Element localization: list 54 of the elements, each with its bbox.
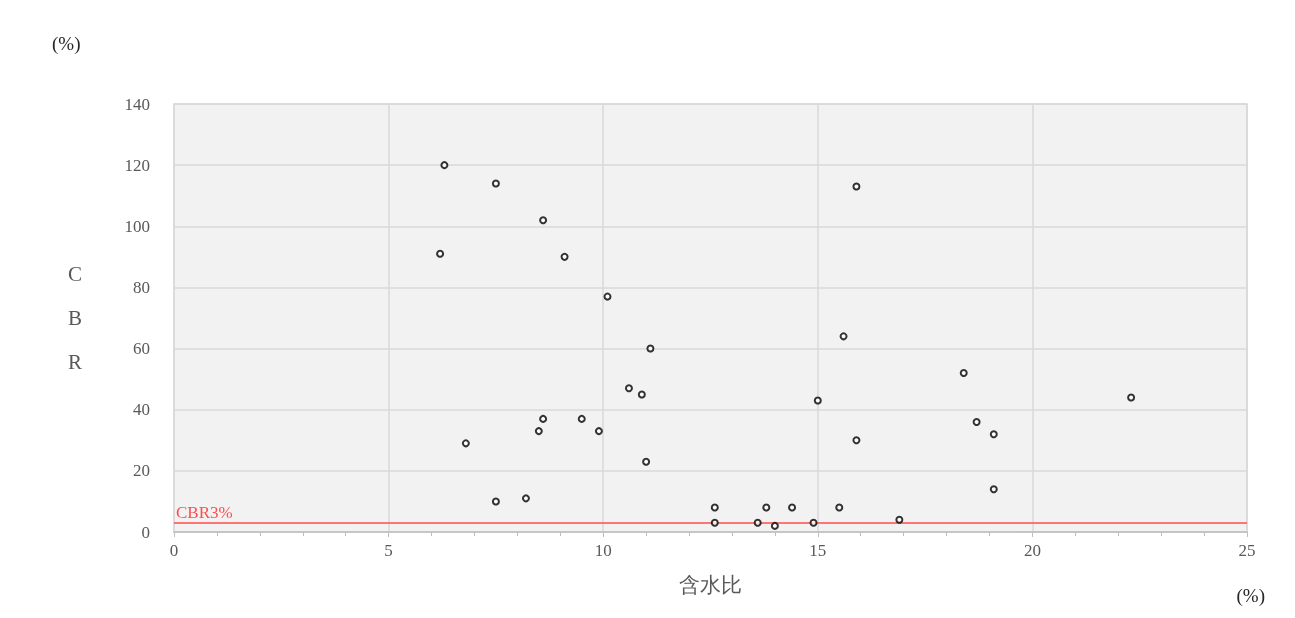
- point: [461, 439, 470, 448]
- x-tick-label: 25: [1238, 541, 1256, 560]
- point: [852, 182, 861, 191]
- point: [491, 497, 500, 506]
- text: (%): [1236, 585, 1265, 607]
- point: [560, 252, 569, 261]
- point: [642, 457, 651, 466]
- y-tick-label: 120: [124, 155, 150, 175]
- x-tick-label: 5: [384, 541, 393, 560]
- point: [637, 390, 646, 399]
- point: [972, 417, 981, 426]
- point: [852, 436, 861, 445]
- point: [594, 427, 603, 436]
- point: [835, 503, 844, 512]
- point: [603, 292, 612, 301]
- point: [989, 485, 998, 494]
- point: [491, 179, 500, 188]
- point: [753, 518, 762, 527]
- point: [646, 344, 655, 353]
- x-tick-label: 10: [594, 541, 612, 560]
- point: [762, 503, 771, 512]
- point: [770, 521, 779, 530]
- x-axis-title: 含水比: [679, 572, 742, 597]
- point: [1127, 393, 1136, 402]
- point: [788, 503, 797, 512]
- y-tick-label: 60: [133, 339, 150, 359]
- point: [839, 332, 848, 341]
- y-tick-label: 20: [133, 461, 150, 481]
- ref-line-label: CBR3%: [176, 502, 233, 522]
- point: [624, 384, 633, 393]
- point: [809, 518, 818, 527]
- point: [539, 414, 548, 423]
- point: [440, 161, 449, 170]
- y-tick-label: 40: [133, 400, 150, 420]
- point: [534, 427, 543, 436]
- point: [710, 503, 719, 512]
- y-tick-label: 100: [124, 216, 150, 236]
- point: [577, 414, 586, 423]
- y-axis-title: CBR: [67, 262, 82, 374]
- y-tick-label: 80: [133, 277, 150, 297]
- x-tick-label: 15: [809, 541, 827, 560]
- point: [813, 396, 822, 405]
- point: [989, 430, 998, 439]
- point: [521, 494, 530, 503]
- y-tick-label: 0: [141, 522, 150, 542]
- point: [710, 518, 719, 527]
- point: [436, 249, 445, 258]
- x-tick-label: 20: [1023, 541, 1041, 560]
- x-tick-label: 0: [169, 541, 179, 560]
- y-tick-label: 140: [124, 94, 150, 114]
- point: [895, 515, 904, 524]
- point: [539, 216, 548, 225]
- point: [959, 369, 968, 378]
- text: (%): [52, 33, 81, 55]
